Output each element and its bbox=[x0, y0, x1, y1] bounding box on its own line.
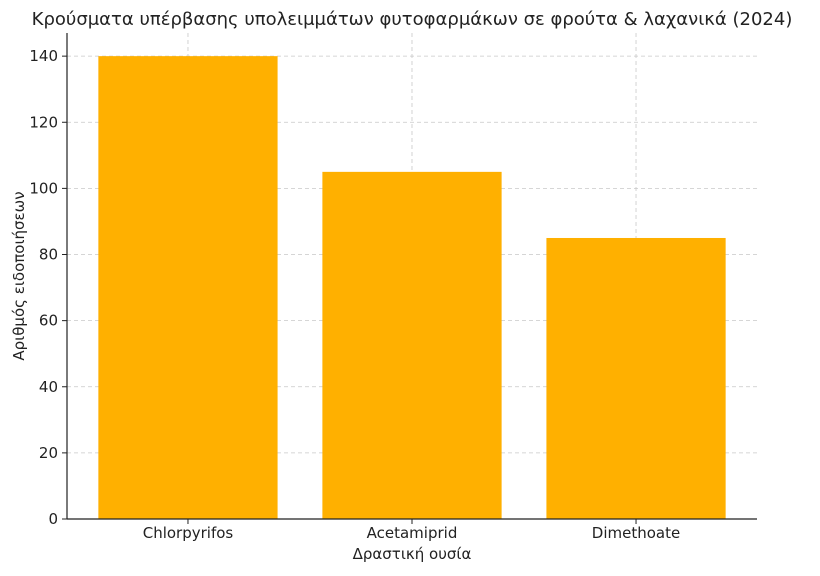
x-tick-label: Acetamiprid bbox=[367, 524, 458, 542]
bar-dimethoate bbox=[546, 237, 726, 519]
y-tick-label: 20 bbox=[39, 444, 58, 462]
y-tick-label: 0 bbox=[48, 510, 58, 528]
y-axis-label: Αριθμός ειδοποιήσεων bbox=[10, 191, 28, 360]
x-axis-label: Δραστική ουσία bbox=[353, 545, 472, 563]
ticks: 0 20 40 60 80 100 120 140 Chlorpyrifos Acetamipri… bbox=[29, 47, 680, 542]
y-tick-label: 140 bbox=[29, 47, 58, 65]
bar-chlorpyrifos bbox=[98, 56, 278, 520]
y-tick-label: 40 bbox=[39, 378, 58, 396]
y-tick-label: 80 bbox=[39, 246, 58, 264]
y-tick-label: 60 bbox=[39, 312, 58, 330]
y-tick-label: 100 bbox=[29, 179, 58, 197]
x-tick-label: Chlorpyrifos bbox=[143, 524, 234, 542]
y-tick-label: 120 bbox=[29, 113, 58, 131]
bar-acetamiprid bbox=[322, 171, 502, 519]
x-tick-label: Dimethoate bbox=[592, 524, 680, 542]
chart-title: Κρούσματα υπέρβασης υπολειμμάτων φυτοφαρ… bbox=[32, 9, 793, 30]
bars bbox=[98, 56, 726, 520]
